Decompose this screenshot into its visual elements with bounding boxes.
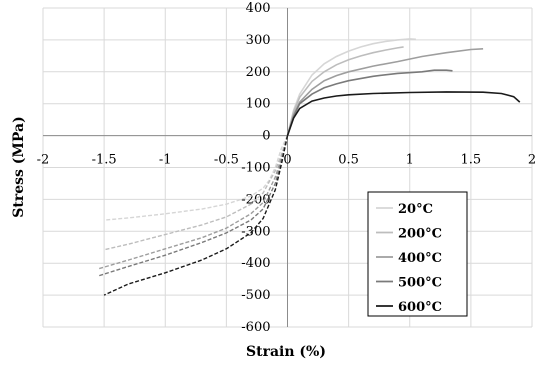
series-20C-compression-line [104,135,289,221]
series-400C-compression-line [97,135,289,270]
tick-labels: 4003002001000-100-200-300-400-500-600-2-… [37,1,536,335]
y-tick-label: 300 [246,33,271,48]
x-tick-label: -2 [37,153,50,168]
series-200C-compression-line [103,135,289,251]
y-tick-label: 100 [246,97,271,112]
legend-label: 600°C [398,300,442,315]
series-600C-compression-line [103,135,289,296]
x-tick-label: 0 [283,153,291,168]
y-axis-label: Stress (MPa) [11,116,27,217]
x-tick-label: -1 [159,153,172,168]
x-tick-label: 0.5 [338,153,359,168]
x-tick-label: 1.5 [461,153,482,168]
series-20C-tension-line [286,38,416,136]
x-tick-label: -0.5 [214,153,239,168]
series-500C-compression-line [97,135,289,277]
y-tick-label: -400 [241,256,270,271]
series-500C-tension-line [286,69,453,136]
y-tick-label: -500 [241,288,270,303]
legend: 20°C 200°C 400°C 500°C 600°C [367,191,468,317]
legend-label: 200°C [398,227,442,242]
x-tick-label: -1.5 [92,153,117,168]
x-tick-label: 1 [406,153,414,168]
y-tick-label: -300 [241,224,270,239]
series-400C-tension-line [286,48,484,136]
y-tick-label: -600 [241,320,270,335]
y-tick-label: 200 [246,65,271,80]
x-tick-label: 2 [528,153,536,168]
y-tick-label: -100 [241,161,270,176]
y-tick-label: 0 [262,129,270,144]
data-series [97,38,521,296]
y-tick-label: 400 [246,1,271,16]
x-axis-label: Strain (%) [246,344,326,360]
series-600C-tension-line [286,91,521,136]
legend-label: 500°C [398,276,442,291]
series-200C-tension-line [286,46,404,136]
legend-label: 20°C [398,202,433,217]
legend-label: 400°C [398,251,442,266]
legend-box [367,191,468,317]
